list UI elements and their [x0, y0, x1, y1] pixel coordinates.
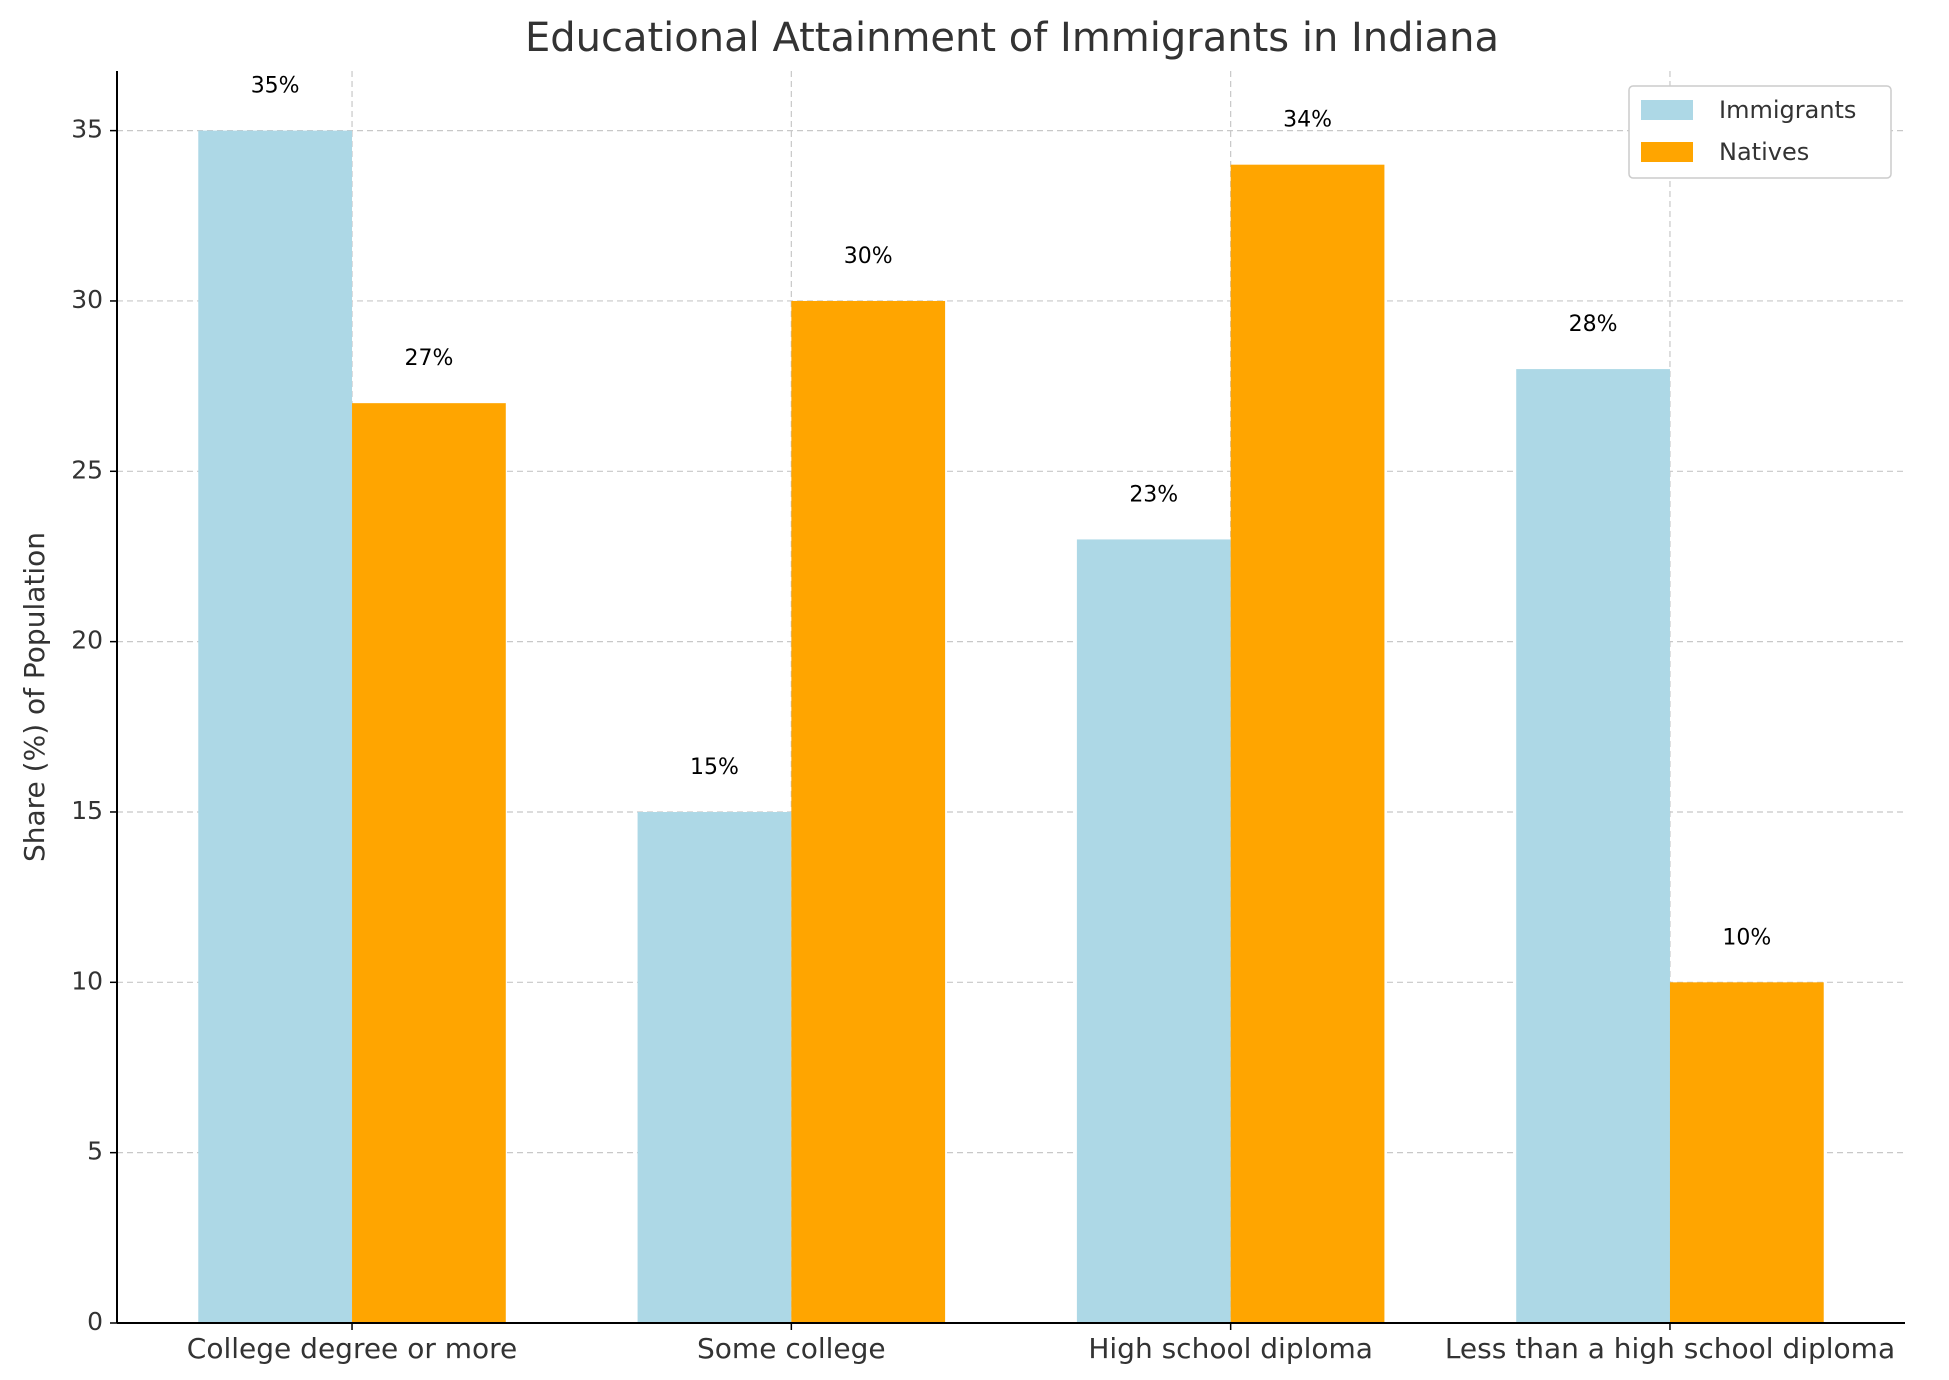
y-tick-label: 5: [87, 1137, 103, 1166]
legend: Immigrants Natives: [1628, 85, 1892, 179]
data-label: 35%: [251, 74, 300, 99]
x-tick-label: College degree or more: [187, 1332, 517, 1365]
bar: [1516, 369, 1670, 1324]
chart-title: Educational Attainment of Immigrants in …: [525, 15, 1499, 61]
y-axis-label: Share (%) of Population: [18, 532, 51, 862]
data-label: 10%: [1722, 925, 1771, 950]
bar: [352, 403, 506, 1323]
bar: [198, 130, 353, 1324]
data-label: 15%: [690, 755, 739, 780]
y-tick-label: 15: [71, 796, 103, 825]
bar: [1669, 982, 1824, 1323]
x-tick-label: Less than a high school diploma: [1445, 1332, 1895, 1365]
legend-swatch: [1641, 142, 1693, 162]
x-tick-label: High school diploma: [1088, 1332, 1373, 1365]
x-tick-label: Some college: [697, 1332, 886, 1365]
y-tick-label: 0: [87, 1307, 103, 1336]
bar: [637, 811, 792, 1323]
bar: [1230, 164, 1385, 1324]
legend-box: [1628, 85, 1892, 179]
data-label: 34%: [1283, 108, 1332, 133]
y-tick-label: 10: [71, 966, 103, 995]
y-tick-label: 25: [71, 455, 103, 484]
bar: [1076, 539, 1231, 1323]
data-label: 23%: [1129, 482, 1178, 507]
data-label: 28%: [1569, 312, 1618, 337]
legend-label: Natives: [1719, 138, 1809, 166]
y-tick-label: 20: [71, 626, 103, 655]
bar: [791, 300, 946, 1323]
data-label: 30%: [844, 244, 893, 269]
y-tick-label: 35: [71, 115, 103, 144]
y-tick-label: 30: [71, 285, 103, 314]
legend-label: Immigrants: [1719, 96, 1856, 124]
legend-swatch: [1641, 100, 1693, 120]
data-label: 27%: [404, 346, 453, 371]
